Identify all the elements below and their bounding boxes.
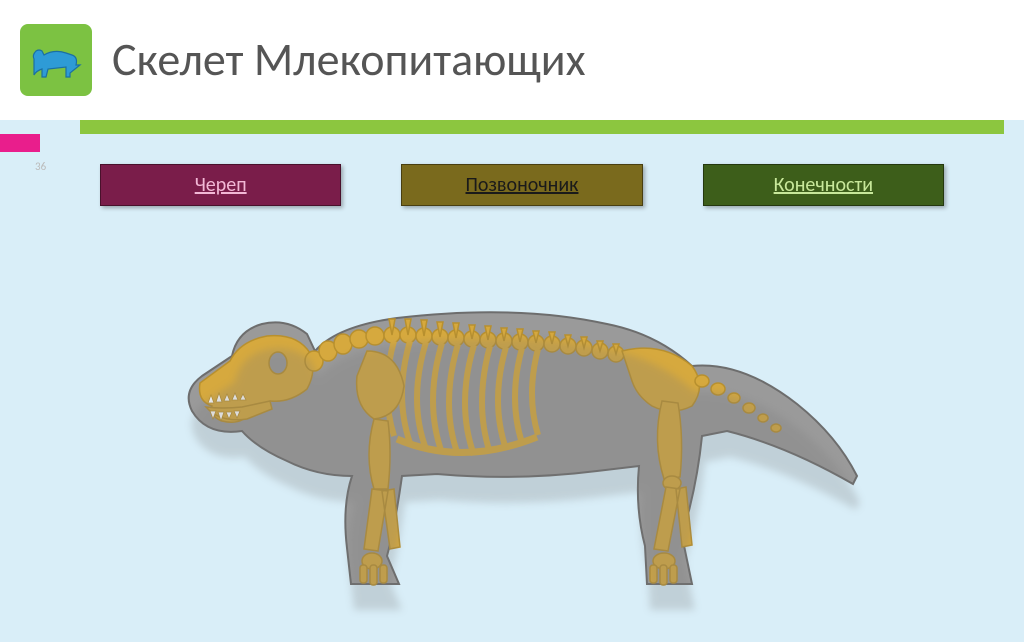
- button-label: Позвоночник: [466, 173, 579, 197]
- slide-header: Скелет Млекопитающих: [0, 0, 1024, 120]
- page-title: Скелет Млекопитающих: [112, 32, 586, 88]
- button-label: Конечности: [774, 173, 873, 197]
- dog-logo-icon: [26, 35, 86, 85]
- slide-number: 36: [35, 160, 46, 173]
- diagram-stage: [0, 216, 1024, 636]
- button-row: Череп Позвоночник Конечности: [0, 134, 1024, 216]
- button-label: Череп: [195, 173, 247, 197]
- limbs-button[interactable]: Конечности: [703, 164, 944, 206]
- spine-button[interactable]: Позвоночник: [401, 164, 642, 206]
- accent-bar: [80, 120, 1004, 134]
- logo-badge: [20, 24, 92, 96]
- pink-accent: [0, 134, 40, 152]
- skull-button[interactable]: Череп: [100, 164, 341, 206]
- dog-shadow-icon: [140, 252, 880, 642]
